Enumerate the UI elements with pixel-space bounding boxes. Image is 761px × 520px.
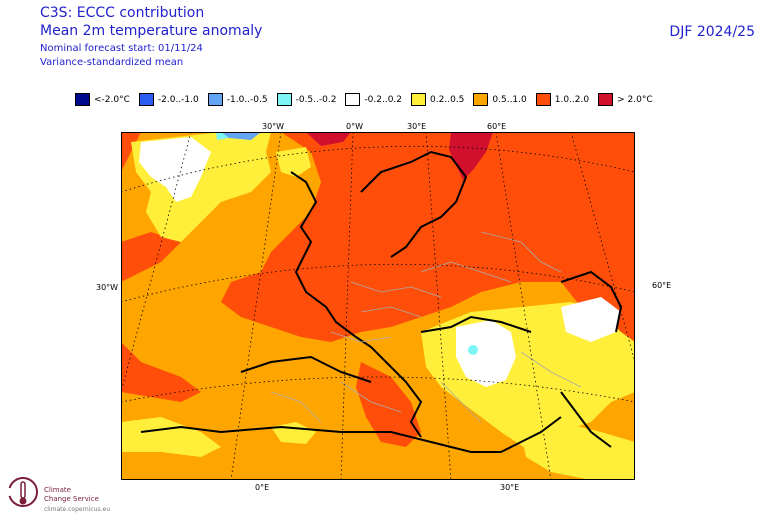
anomaly-region-cyan-north: [216, 132, 229, 140]
legend-label: <-2.0°C: [94, 94, 130, 105]
legend-label: 0.5..1.0: [492, 94, 527, 105]
anomaly-region-neutral-caspian: [561, 297, 621, 342]
legend-swatch: [473, 93, 489, 106]
legend-item: -0.2..0.2: [345, 93, 402, 106]
legend-label: -0.2..0.2: [364, 94, 403, 105]
anomaly-region-yellow-southwest: [121, 417, 221, 457]
legend-item: 0.5..1.0: [473, 93, 527, 106]
logo-name: Climate Change Service: [44, 486, 99, 504]
axis-bottom-label-2: 30°E: [500, 483, 520, 492]
anomaly-region-yellow-south: [521, 422, 635, 480]
forecast-start: Nominal forecast start: 01/11/24: [40, 43, 203, 54]
anomaly-region-red-central: [356, 362, 421, 447]
legend-label: -0.5..-0.2: [295, 94, 337, 105]
anomaly-region-red-west: [121, 132, 181, 282]
axis-top-label-3: 30°E: [407, 122, 427, 131]
legend-label: 1.0..2.0: [554, 94, 590, 105]
axis-left-label: 30°W: [96, 283, 119, 292]
anomaly-region-lightblue-north: [221, 132, 261, 140]
legend-item: <-2.0°C: [75, 93, 130, 106]
legend-label: 0.2..0.5: [430, 94, 465, 105]
legend-item: -2.0..-1.0: [138, 93, 199, 106]
legend-swatch: [345, 93, 361, 106]
logo-url: climate.copernicus.eu: [44, 506, 111, 513]
legend-item: -1.0..-0.5: [207, 93, 268, 106]
legend-swatch: [411, 93, 427, 106]
title-line-1: C3S: ECCC contribution: [40, 5, 205, 21]
legend-label: -1.0..-0.5: [226, 94, 268, 105]
anomaly-region-neutral-greenland: [139, 137, 211, 202]
legend-item: > 2.0°C: [598, 93, 653, 106]
coastlines: [140, 150, 623, 453]
anomaly-region-red-north: [221, 132, 635, 342]
legend-swatch: [138, 93, 154, 106]
logo-name-line-2: Change Service: [44, 495, 99, 503]
legend-label: -2.0..-1.0: [157, 94, 199, 105]
season-label: DJF 2024/25: [669, 24, 755, 40]
method-note: Variance-standardized mean: [40, 57, 184, 68]
anomaly-region-cyan-anatolia: [468, 345, 478, 355]
axis-bottom-label-1: 0°E: [255, 483, 270, 492]
copernicus-logo: Climate Change Service climate.copernicu…: [6, 472, 146, 518]
anomaly-region-red-southwest: [121, 342, 201, 402]
anomaly-region-yellow-iceland: [276, 147, 311, 177]
legend-swatch: [207, 93, 223, 106]
graticule: [121, 132, 635, 480]
legend-item: -0.5..-0.2: [276, 93, 337, 106]
axis-top-label-2: 0°W: [346, 122, 363, 131]
legend-swatch: [75, 93, 90, 106]
legend-swatch: [276, 93, 292, 106]
logo-name-line-1: Climate: [44, 486, 71, 494]
legend-item: 1.0..2.0: [535, 93, 590, 106]
anomaly-region-darkred-northwest: [306, 132, 351, 146]
legend-swatch: [598, 93, 614, 106]
color-legend: <-2.0°C -2.0..-1.0 -1.0..-0.5 -0.5..-0.2 -0.…: [75, 93, 662, 106]
climate-change-service-logo-icon: [8, 477, 38, 507]
anomaly-region-neutral-anatolia: [456, 320, 516, 387]
legend-swatch: [535, 93, 551, 106]
legend-label: > 2.0°C: [617, 94, 653, 105]
header-block: C3S: ECCC contribution Mean 2m temperatu…: [40, 4, 262, 70]
axis-top-label-4: 60°E: [487, 122, 507, 131]
axis-top-label-1: 30°W: [262, 122, 285, 131]
anomaly-map: [121, 132, 635, 480]
title-line-2: Mean 2m temperature anomaly: [40, 23, 263, 39]
map-frame: [121, 132, 635, 480]
legend-item: 0.2..0.5: [411, 93, 464, 106]
axis-right-label: 60°E: [652, 281, 672, 290]
